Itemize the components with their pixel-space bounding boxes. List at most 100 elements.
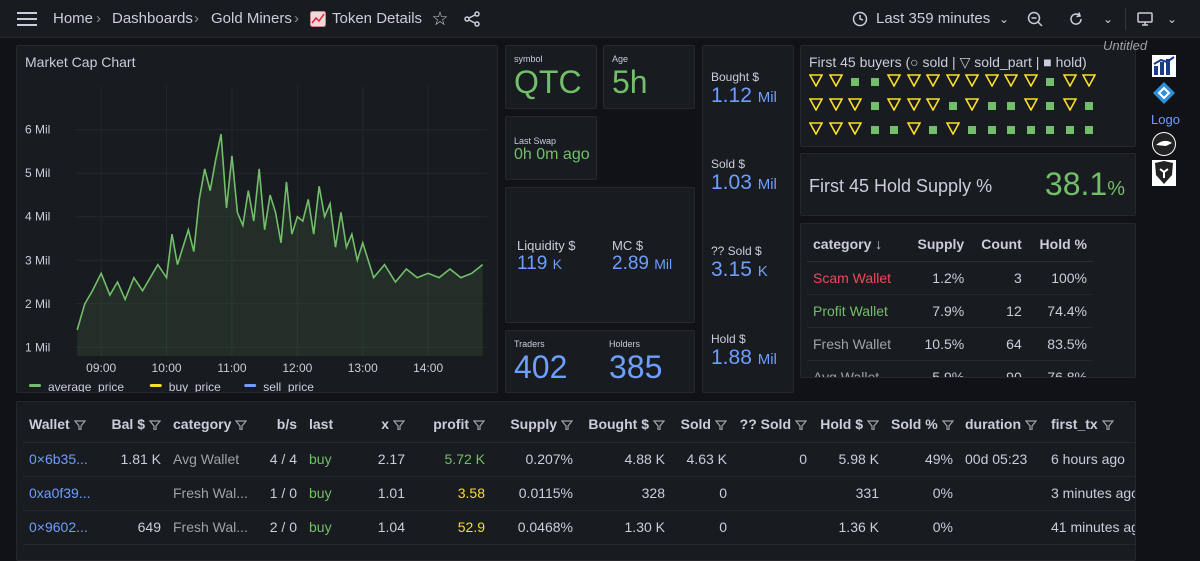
chevron-right-icon: › <box>96 10 101 27</box>
liquidity-value: 119 K <box>517 253 562 274</box>
hold-header[interactable]: Hold % <box>1027 228 1093 262</box>
sold-part-triangle-icon <box>847 98 863 116</box>
wallet-col-header[interactable]: b/s <box>263 406 303 443</box>
table-row[interactable]: 0×6b35... 1.81 K Avg Wallet 4 / 4 buy 2.17 5.7… <box>23 442 1135 477</box>
wallet-cell-profit: 3.58 <box>411 476 491 511</box>
wallet-cell-last: buy <box>303 476 351 511</box>
buyers-grid <box>801 46 1135 146</box>
refresh-icon[interactable] <box>1067 10 1085 28</box>
zoom-out-icon[interactable] <box>1026 10 1044 28</box>
breadcrumb-home[interactable]: Home <box>53 10 94 27</box>
sold-part-triangle-icon <box>984 74 999 92</box>
symbol-stat-panel: symbol QTC <box>505 45 597 109</box>
wallet-col-header[interactable]: x <box>351 406 411 443</box>
filter-icon[interactable] <box>561 420 573 431</box>
header-label: Hold $ <box>820 415 863 432</box>
hold-square-icon <box>987 102 996 110</box>
filter-icon[interactable] <box>795 420 807 431</box>
wallet-col-header[interactable]: category <box>167 406 263 443</box>
time-range-picker[interactable]: Last 359 minutes <box>876 10 991 27</box>
x-tick-label: 12:00 <box>282 361 312 375</box>
chevron-down-icon[interactable]: ⌄ <box>1102 12 1114 26</box>
wallet-cell-first: 3 minutes ago <box>1045 476 1135 511</box>
wallet-cell-wallet[interactable]: 0×6b35... <box>23 442 95 477</box>
hold-square-icon <box>1065 126 1074 134</box>
age-stat-panel: Age 5h <box>603 45 695 109</box>
filter-icon[interactable] <box>1101 420 1114 431</box>
category-cell-category: Fresh Wallet <box>807 327 906 361</box>
chart-logo-icon <box>1152 55 1176 77</box>
filter-icon[interactable] <box>715 420 727 431</box>
category-header[interactable]: category ↓ <box>807 228 906 262</box>
sold-part-triangle-icon <box>886 74 902 92</box>
hold-square-icon <box>870 126 879 134</box>
wallet-col-header[interactable]: last <box>303 406 351 443</box>
filter-icon[interactable] <box>653 420 665 431</box>
filter-icon[interactable] <box>73 420 86 431</box>
hold-square-icon <box>1007 126 1015 134</box>
hold-square-icon <box>851 78 859 86</box>
count-header[interactable]: Count <box>970 228 1028 262</box>
wallet-col-header[interactable]: first_tx <box>1045 406 1135 443</box>
filter-icon[interactable] <box>393 420 405 431</box>
symbol-label: symbol <box>514 54 543 64</box>
tv-mode-icon[interactable] <box>1136 10 1154 28</box>
average-price-area <box>77 134 483 356</box>
wallet-col-header[interactable]: Sold % <box>885 406 959 443</box>
table-row[interactable]: 0×9602... 649 Fresh Wal... 2 / 0 buy 1.04 52.9… <box>23 510 1135 545</box>
wallet-cell-supply: 0.0468% <box>491 510 579 545</box>
category-row: Profit Wallet 7.9% 12 74.4% <box>807 294 1093 328</box>
menu-icon[interactable] <box>16 9 38 29</box>
wallet-cell-x: 2.17 <box>351 442 411 477</box>
wallet-cell-hold: 5.98 K <box>813 442 885 477</box>
sort-arrow-icon: ↓ <box>875 236 883 253</box>
wallet-cell-wallet[interactable]: 0xa0f39... <box>23 476 95 511</box>
wallet-cell-bs: 4 / 4 <box>263 442 303 477</box>
filter-icon[interactable] <box>149 420 161 431</box>
wallet-cell-profit: 5.72 K <box>411 442 491 477</box>
table-row[interactable]: 0xa0f39... Fresh Wal... 1 / 0 buy 1.01 3.58 0.… <box>23 476 1135 511</box>
wallet-col-header[interactable]: Supply <box>491 406 579 443</box>
legend-swatch <box>244 384 257 387</box>
wallet-cell-bal: 649 <box>95 510 167 545</box>
wallet-col-header[interactable]: Sold <box>671 406 733 443</box>
wallet-col-header[interactable]: duration <box>959 406 1045 443</box>
share-icon[interactable] <box>462 9 482 29</box>
breadcrumb-dashboards[interactable]: Dashboards <box>112 10 193 27</box>
wallet-col-header[interactable]: profit <box>411 406 491 443</box>
sold-part-triangle-icon <box>1023 98 1038 116</box>
wallet-col-header[interactable]: Wallet <box>23 406 95 443</box>
hold-square-icon <box>987 126 996 134</box>
filter-icon[interactable] <box>1025 420 1037 431</box>
filter-icon[interactable] <box>473 420 485 431</box>
supply-header[interactable]: Supply <box>905 228 971 262</box>
chevron-down-icon[interactable]: ⌄ <box>998 12 1010 26</box>
wallet-cell-bought: 4.88 K <box>579 442 671 477</box>
category-cell-count: 12 <box>970 294 1028 328</box>
filter-icon[interactable] <box>941 420 954 431</box>
bought-label: Bought $ <box>711 70 760 84</box>
last-swap-value: 0h 0m ago <box>514 146 590 163</box>
wallet-cell-last: buy <box>303 442 351 477</box>
filter-icon[interactable] <box>867 420 879 431</box>
breadcrumb-folder[interactable]: Gold Miners <box>211 10 292 27</box>
sold-part-triangle-icon <box>1062 98 1077 116</box>
bird-logo-icon <box>1152 132 1176 156</box>
chevron-down-icon[interactable]: ⌄ <box>1166 12 1178 26</box>
hold-square-icon <box>1046 78 1054 86</box>
panel-title: First 45 buyers (○ sold | ▽ sold_part | … <box>809 54 1087 70</box>
wallet-col-header[interactable]: Bal $ <box>95 406 167 443</box>
chevron-right-icon: › <box>194 10 199 27</box>
wallet-cell-unk: 0 <box>733 442 813 477</box>
sold-part-triangle-icon <box>964 98 980 116</box>
wallet-cell-wallet[interactable]: 0×9602... <box>23 510 95 545</box>
wallet-col-header[interactable]: Bought $ <box>579 406 671 443</box>
wallet-cell-duration <box>959 476 1045 511</box>
filter-icon[interactable] <box>235 420 248 431</box>
clock-icon[interactable] <box>851 10 869 28</box>
star-icon[interactable]: ☆ <box>431 8 449 30</box>
wallet-col-header[interactable]: Hold $ <box>813 406 885 443</box>
hold-supply-label: First 45 Hold Supply % <box>809 176 993 196</box>
hold-square-icon <box>1046 126 1054 134</box>
wallet-col-header[interactable]: ?? Sold <box>733 406 813 443</box>
